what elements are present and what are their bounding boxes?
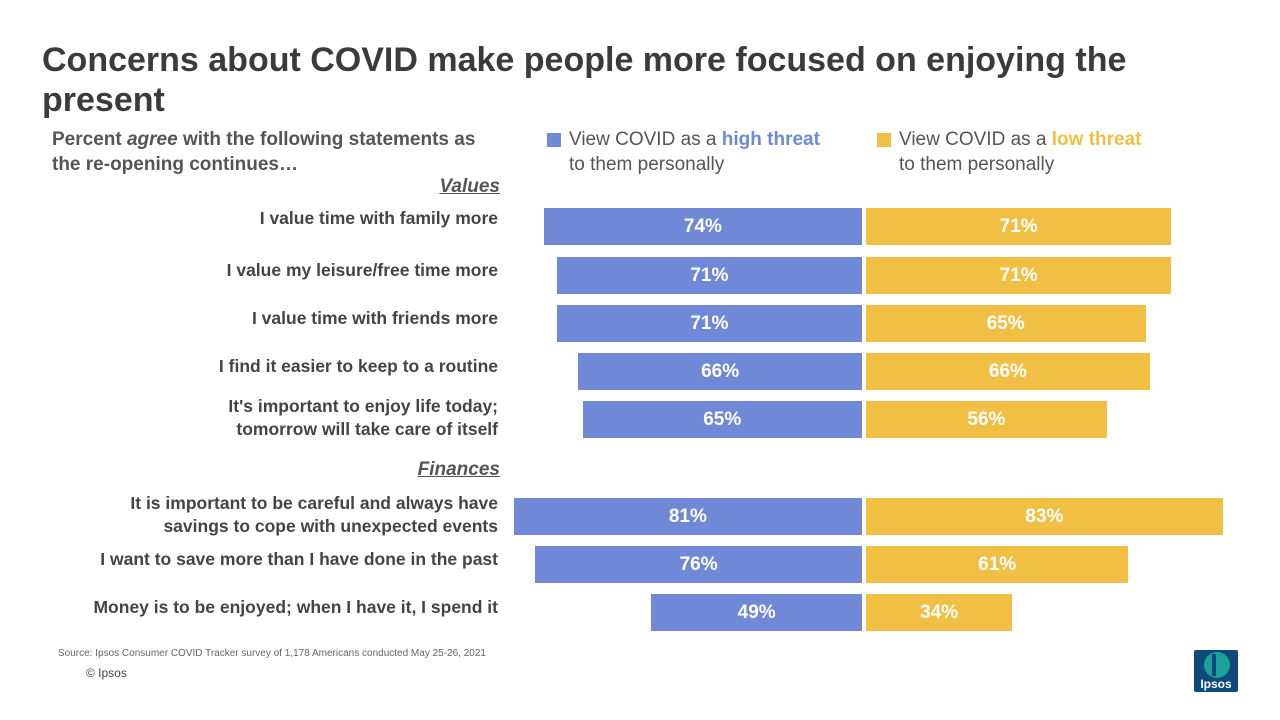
category-label-line: tomorrow will take care of itself: [236, 419, 498, 439]
legend-text-high: View COVID as a high threat to them perso…: [569, 127, 820, 177]
bar-label-low-threat: 56%: [967, 409, 1006, 430]
logo-text: Ipsos: [1200, 677, 1232, 691]
bar-label-low-threat: 65%: [986, 313, 1025, 334]
section-values: Values: [439, 176, 500, 197]
bar-low-threat: [866, 546, 1129, 583]
legend-high-line2: to them personally: [569, 154, 725, 175]
bar-high-threat: [582, 401, 862, 438]
category-label-line: I find it easier to keep to a routine: [218, 356, 498, 376]
category-label: It is important to be careful and always…: [18, 492, 498, 538]
legend-swatch-high: [547, 133, 561, 147]
bar-high-threat: [556, 305, 862, 342]
bar-label-high-threat: 71%: [690, 313, 729, 334]
category-label-line: Money is to be enjoyed; when I have it, …: [93, 597, 498, 617]
category-label: It's important to enjoy life today; tomor…: [18, 395, 498, 441]
bar-label-high-threat: 76%: [679, 554, 718, 575]
bar-high-threat: [513, 498, 862, 535]
bar-label-high-threat: 65%: [703, 409, 742, 430]
bar-label-high-threat: 49%: [737, 602, 776, 623]
bar-label-high-threat: 81%: [668, 506, 707, 527]
category-label-line: savings to cope with unexpected events: [163, 516, 498, 536]
legend-low-line2: to them personally: [899, 154, 1055, 175]
category-label-line: It is important to be careful and always…: [130, 493, 498, 513]
bar-low-threat: [866, 208, 1172, 245]
subtitle-pre: Percent: [52, 129, 127, 150]
category-label-line: I value my leisure/free time more: [226, 260, 498, 280]
category-label-line: It's important to enjoy life today;: [228, 396, 498, 416]
section-finances: Finances: [417, 459, 500, 480]
category-label: I find it easier to keep to a routine: [18, 355, 498, 378]
category-label: Money is to be enjoyed; when I have it, …: [18, 596, 498, 619]
logo-arc: [1204, 652, 1230, 678]
bar-high-threat: [556, 257, 862, 294]
bar-label-low-threat: 66%: [988, 361, 1027, 382]
chart-subtitle: Percent agree with the following stateme…: [52, 127, 502, 177]
bar-low-threat: [866, 257, 1172, 294]
category-label: I value time with friends more: [18, 307, 498, 330]
category-label: I value my leisure/free time more: [18, 259, 498, 282]
subtitle-post: with the following statements as the re-…: [52, 129, 476, 175]
legend-swatch-low: [877, 133, 891, 147]
chart-title: Concerns about COVID make people more fo…: [42, 41, 1127, 119]
bar-low-threat: [866, 353, 1150, 390]
bar-label-low-threat: 83%: [1025, 506, 1064, 527]
bar-low-threat: [866, 305, 1146, 342]
legend-low-pre: View COVID as a: [899, 129, 1052, 150]
ipsos-logo: Ipsos: [1194, 650, 1238, 692]
bar-label-high-threat: 71%: [690, 265, 729, 286]
category-label-line: I value time with friends more: [251, 308, 498, 328]
logo-stem: [1212, 654, 1216, 676]
bar-label-low-threat: 71%: [999, 265, 1038, 286]
bar-label-low-threat: 61%: [978, 554, 1017, 575]
bar-high-threat: [535, 546, 862, 583]
bar-high-threat: [578, 353, 862, 390]
legend-high-pre: View COVID as a: [569, 129, 722, 150]
bar-label-high-threat: 74%: [683, 216, 722, 237]
bar-label-low-threat: 34%: [920, 602, 959, 623]
bar-low-threat: [866, 498, 1223, 535]
bar-high-threat: [543, 208, 862, 245]
subtitle-emph: agree: [126, 129, 178, 150]
bar-high-threat: [651, 594, 862, 631]
bar-label-high-threat: 66%: [701, 361, 740, 382]
category-label-line: I value time with family more: [259, 208, 498, 228]
legend-high-emph: high threat: [721, 129, 820, 150]
bar-label-low-threat: 71%: [999, 216, 1038, 237]
category-label-line: I want to save more than I have done in …: [100, 549, 498, 569]
bar-low-threat: [866, 401, 1107, 438]
category-label: I want to save more than I have done in …: [18, 548, 498, 571]
legend-low-emph: low threat: [1051, 129, 1142, 150]
category-label: I value time with family more: [18, 207, 498, 230]
copyright: © Ipsos: [86, 666, 127, 680]
bar-low-threat: [866, 594, 1013, 631]
source-note: Source: Ipsos Consumer COVID Tracker sur…: [58, 648, 486, 659]
legend-text-low: View COVID as a low threat to them person…: [899, 127, 1142, 177]
